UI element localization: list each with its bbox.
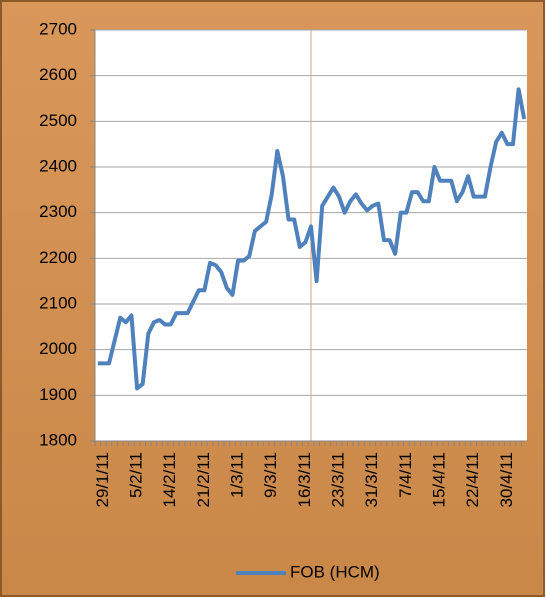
y-tick-label: 2600 [39, 65, 77, 84]
x-tick-label: 21/2/11 [194, 452, 213, 507]
x-tick-label: 5/2/11 [127, 452, 146, 498]
x-tick-label: 1/3/11 [228, 452, 247, 498]
x-tick-label: 30/4/11 [497, 452, 516, 507]
y-tick-label: 2400 [39, 156, 77, 175]
y-tick-label: 2000 [39, 339, 77, 358]
y-tick-label: 2200 [39, 248, 77, 267]
y-tick-label: 2300 [39, 202, 77, 221]
x-tick-label: 29/1/11 [93, 452, 112, 507]
y-tick-label: 1800 [39, 430, 77, 449]
x-tick-label: 22/4/11 [463, 452, 482, 507]
y-tick-label: 1900 [39, 385, 77, 404]
y-tick-label: 2700 [39, 19, 77, 38]
x-tick-label: 16/3/11 [295, 452, 314, 507]
x-tick-label: 31/3/11 [362, 452, 381, 507]
x-tick-label: 14/2/11 [160, 452, 179, 507]
x-tick-label: 15/4/11 [430, 452, 449, 507]
line-series [97, 87, 527, 391]
y-tick-label: 2500 [39, 111, 77, 130]
y-tick-label: 2100 [39, 293, 77, 312]
x-tick-label: 23/3/11 [329, 452, 348, 507]
x-tick-label: 9/3/11 [261, 452, 280, 498]
legend-label: FOB (HCM) [290, 562, 380, 581]
x-tick-label: 7/4/11 [396, 452, 415, 498]
